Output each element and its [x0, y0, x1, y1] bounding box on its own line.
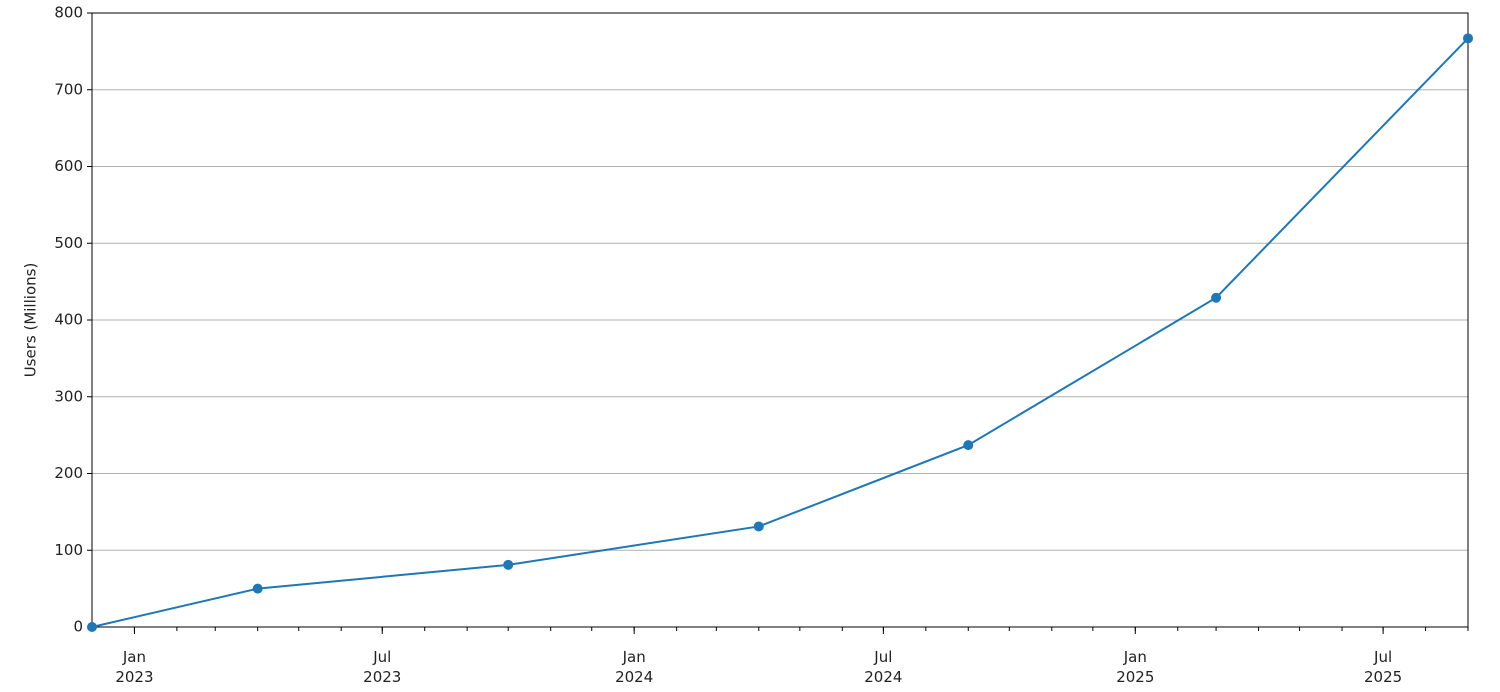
line-series: [91, 37, 1469, 628]
data-point: [1463, 33, 1473, 44]
data-point: [252, 583, 263, 594]
y-axis-label: Users (Millions): [22, 263, 40, 378]
y-tick-label: 500: [54, 234, 83, 252]
x-tick-label: Jan 2025: [1116, 648, 1155, 686]
data-point: [87, 622, 97, 632]
data-point: [503, 559, 514, 570]
x-tick-label: Jul 2023: [363, 648, 402, 686]
plot-frame: [91, 12, 1469, 628]
y-tick-label: 100: [54, 541, 83, 559]
data-point: [753, 521, 764, 532]
y-tick-label: 400: [54, 311, 83, 329]
y-tick-label: 600: [54, 157, 83, 175]
y-tick-label: 700: [54, 80, 83, 98]
y-tick-label: 800: [54, 4, 83, 22]
x-tick-label: Jan 2024: [615, 648, 654, 686]
x-tick-label: Jul 2025: [1364, 648, 1403, 686]
y-tick-label: 300: [54, 387, 83, 405]
y-tick-label: 200: [54, 464, 83, 482]
x-tick-label: Jan 2023: [115, 648, 154, 686]
data-point: [1211, 292, 1222, 303]
data-point: [963, 440, 974, 451]
x-tick-label: Jul 2024: [864, 648, 903, 686]
y-tick-label: 0: [73, 618, 83, 636]
